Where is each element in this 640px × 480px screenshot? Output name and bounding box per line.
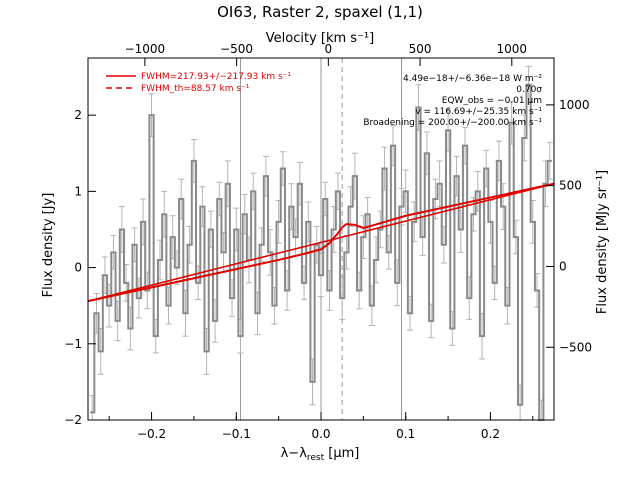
fit-annotation: 0.70σ	[516, 85, 542, 95]
legend-entry: FWHM=217.93+/−217.93 km s⁻¹	[141, 72, 291, 82]
velocity-tick-label: 1000	[497, 42, 528, 56]
y2-tick-label: 500	[559, 179, 582, 193]
x-axis-label: λ−λrest [μm]	[281, 446, 360, 463]
y-tick-label: −1	[64, 337, 82, 351]
velocity-tick-label: −1000	[125, 42, 166, 56]
fit-series	[87, 182, 555, 303]
x-tick-label: 0.2	[481, 427, 500, 441]
velocity-tick-label: −500	[220, 42, 253, 56]
y-axis-label: Flux density [Jy]	[41, 193, 56, 298]
fit-annotation: Broadening = 200.00+/−200.00 km s⁻¹	[363, 118, 542, 128]
y-tick-label: −2	[64, 413, 82, 427]
y-tick-label: 2	[74, 108, 82, 122]
velocity-tick-label: 0	[325, 42, 333, 56]
fit-annotation: v = 116.69+/−25.35 km s⁻¹	[415, 107, 542, 117]
y2-tick-label: 0	[559, 259, 567, 273]
fit-annotation: EQW_obs = −0.01 μm	[442, 96, 542, 106]
y2-tick-label: −500	[559, 340, 592, 354]
x-axis-top-label: Velocity [km s⁻¹]	[266, 31, 374, 46]
x-tick-label: 0.0	[311, 427, 330, 441]
y-tick-label: 0	[74, 261, 82, 275]
legend-entry: FWHM_th=88.57 km s⁻¹	[141, 84, 250, 94]
velocity-tick-label: 500	[409, 42, 432, 56]
y2-tick-label: 1000	[559, 98, 590, 112]
continuum-series	[87, 183, 555, 302]
fit-annotation: 4.49e−18+/−6.36e−18 W m⁻²	[403, 74, 542, 84]
y-tick-label: 1	[74, 184, 82, 198]
y-axis-right-label: Flux density [MJy sr⁻¹]	[595, 170, 610, 314]
chart-title: OI63, Raster 2, spaxel (1,1)	[217, 3, 423, 21]
x-tick-label: 0.1	[396, 427, 415, 441]
x-tick-label: −0.1	[222, 427, 251, 441]
x-tick-label: −0.2	[137, 427, 166, 441]
spectrum-series	[90, 83, 552, 421]
